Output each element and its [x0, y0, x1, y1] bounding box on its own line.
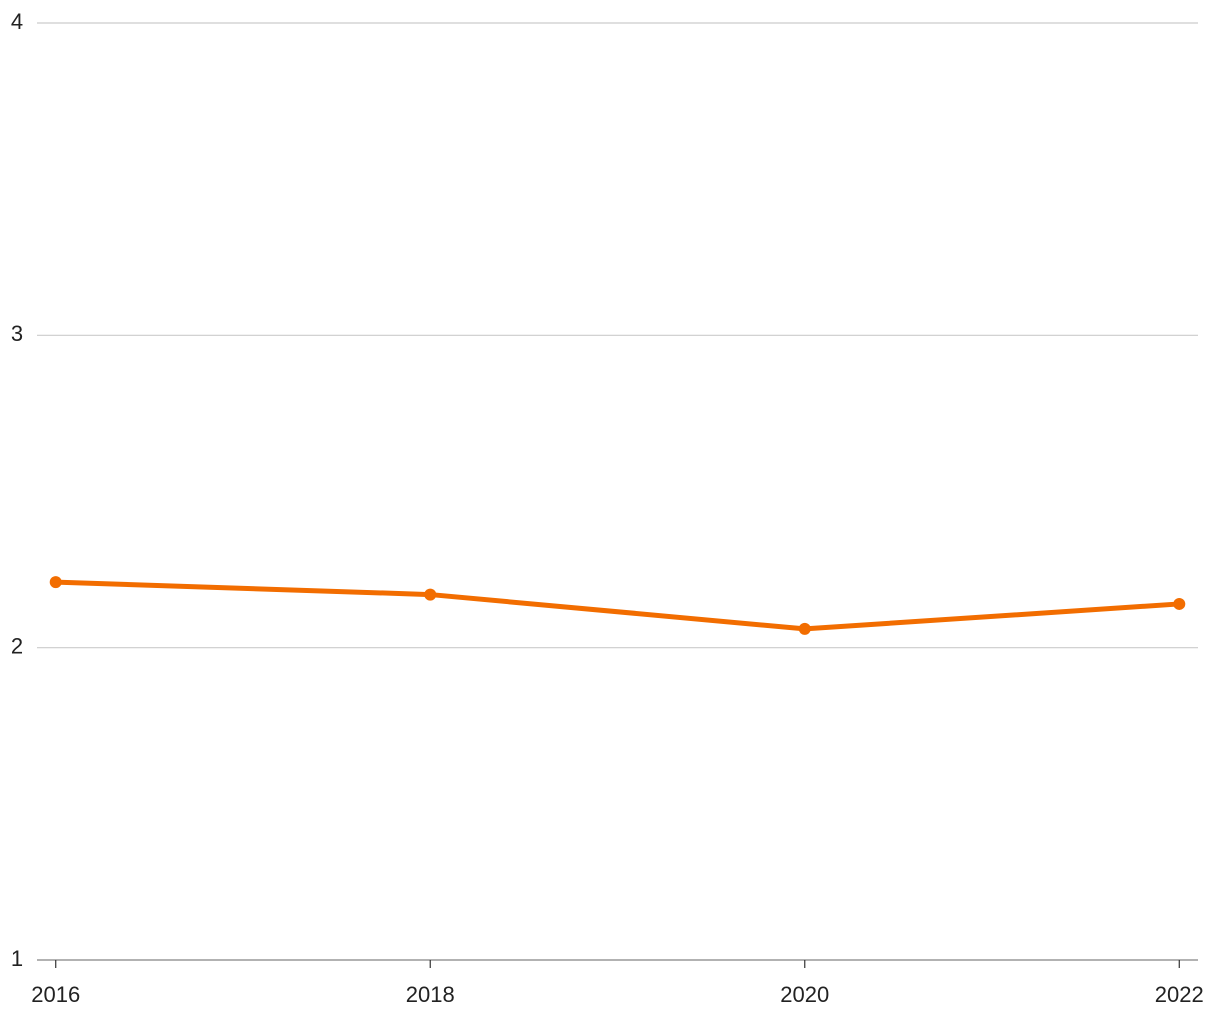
x-tick-label: 2018 [406, 982, 455, 1007]
x-tick-label: 2016 [31, 982, 80, 1007]
x-tick-label: 2020 [780, 982, 829, 1007]
point [1173, 597, 1186, 610]
line [55, 579, 1180, 632]
y-tick-label: 1 [11, 946, 23, 971]
point [798, 622, 811, 635]
point [424, 588, 437, 601]
x-tick-label: 2022 [1155, 982, 1204, 1007]
point [49, 576, 62, 589]
y-tick-label: 2 [11, 633, 23, 658]
y-tick-label: 3 [11, 321, 23, 346]
y-tick-label: 4 [11, 9, 23, 34]
